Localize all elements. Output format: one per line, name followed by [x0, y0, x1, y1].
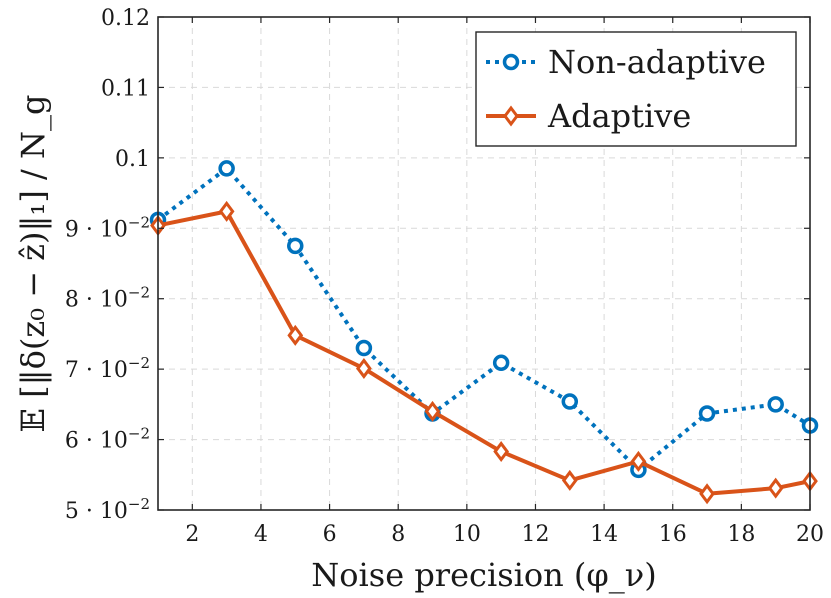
data-point-diamond — [218, 200, 235, 222]
legend-label-1: Adaptive — [547, 97, 691, 135]
y-axis-label: 𝔼 [‖δ(z₀ − ẑ)‖₁] / N_g — [14, 95, 52, 433]
data-point-diamond — [356, 357, 372, 379]
y-tick-label: 6 · 10−2 — [65, 425, 150, 454]
data-point-circle — [767, 396, 784, 413]
legend-box — [475, 31, 797, 147]
x-axis-label: Noise precision (φ_ν) — [311, 556, 656, 594]
x-tick-label: 14 — [590, 522, 618, 547]
data-point-circle — [218, 160, 235, 177]
legend-label-0: Non-adaptive — [548, 43, 766, 81]
legend-marker-diamond — [503, 105, 519, 127]
data-point-diamond — [699, 483, 715, 505]
x-tick-label: 20 — [796, 522, 824, 547]
x-tick-label: 4 — [254, 522, 268, 547]
y-tick-label: 0.1 — [115, 147, 150, 172]
x-tick-label: 2 — [185, 522, 199, 547]
y-tick-label: 5 · 10−2 — [65, 495, 150, 524]
data-point-circle — [561, 393, 579, 410]
legend: Non-adaptive Adaptive — [475, 31, 797, 147]
y-tick-label: 8 · 10−2 — [65, 284, 150, 313]
data-point-diamond — [561, 469, 578, 491]
data-point-diamond — [493, 441, 510, 463]
y-tick-label: 0.12 — [101, 6, 150, 31]
y-tick-label: 7 · 10−2 — [65, 354, 150, 383]
y-tick-label: 9 · 10−2 — [65, 213, 150, 242]
data-point-diamond — [767, 477, 784, 499]
x-tick-label: 12 — [521, 522, 549, 547]
data-point-circle — [355, 339, 373, 357]
x-tick-label: 6 — [323, 522, 337, 547]
data-point-circle — [287, 237, 304, 255]
ticks: 2 4 6 8 10 12 14 16 18 20 5 · 10−2 6 · 10−2 7 · 10−2… — [65, 6, 824, 547]
series-layer — [149, 160, 819, 505]
data-point-circle — [698, 405, 716, 422]
data-point-diamond — [630, 450, 647, 472]
legend-marker-circle — [502, 53, 520, 71]
x-tick-label: 10 — [453, 522, 481, 547]
series-line-1 — [157, 209, 811, 496]
x-tick-label: 16 — [659, 522, 687, 547]
series-line-0 — [156, 166, 812, 472]
data-point-diamond — [287, 324, 304, 346]
data-point-circle — [492, 354, 510, 372]
data-point-diamond — [424, 400, 441, 422]
x-tick-label: 18 — [727, 522, 755, 547]
y-tick-label: 0.11 — [101, 76, 150, 101]
x-tick-label: 8 — [391, 522, 405, 547]
plot-frame — [157, 16, 811, 511]
